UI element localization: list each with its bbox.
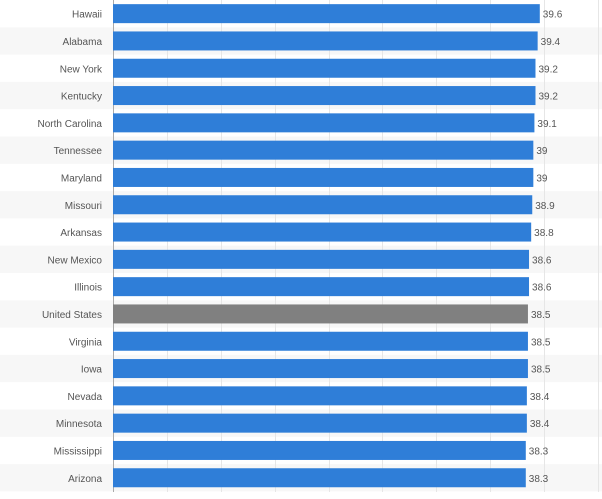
value-label: 38.3 — [529, 474, 549, 485]
value-label: 38.5 — [531, 365, 551, 376]
category-label: Hawaii — [72, 10, 102, 21]
category-label: Illinois — [74, 283, 102, 294]
value-label: 38.6 — [532, 283, 552, 294]
category-label: Virginia — [69, 337, 103, 348]
bar-minnesota — [113, 413, 527, 433]
value-label: 39.2 — [538, 92, 558, 103]
bar-arkansas — [113, 222, 532, 242]
value-label: 38.5 — [531, 310, 551, 321]
category-label: United States — [42, 310, 102, 321]
bar-united-states — [113, 304, 528, 324]
value-label: 38.6 — [532, 255, 552, 266]
value-label: 38.4 — [530, 392, 550, 403]
category-label: Missouri — [65, 201, 102, 212]
value-label: 39.6 — [543, 10, 563, 21]
category-label: Minnesota — [56, 419, 103, 430]
value-label: 39 — [536, 173, 548, 184]
bar-virginia — [113, 331, 528, 351]
value-label: 39.1 — [537, 119, 557, 130]
bar-tennessee — [113, 140, 534, 160]
category-label: Arkansas — [60, 228, 102, 239]
category-label: Maryland — [61, 173, 102, 184]
bar-alabama — [113, 31, 538, 51]
bar-kentucky — [113, 86, 536, 106]
bar-illinois — [113, 277, 530, 297]
category-label: Iowa — [81, 365, 103, 376]
bar-arizona — [113, 468, 526, 488]
category-label: Alabama — [63, 37, 103, 48]
bar-maryland — [113, 167, 534, 187]
category-label: New York — [60, 64, 103, 75]
bar-mississippi — [113, 440, 526, 460]
value-label: 39.4 — [541, 37, 561, 48]
bar-nevada — [113, 386, 527, 406]
category-label: Mississippi — [54, 446, 102, 457]
category-label: North Carolina — [38, 119, 103, 130]
category-label: Arizona — [68, 474, 102, 485]
bar-north-carolina — [113, 113, 535, 133]
value-label: 39 — [536, 146, 548, 157]
category-label: Kentucky — [61, 92, 102, 103]
value-label: 38.9 — [535, 201, 555, 212]
bar-hawaii — [113, 4, 540, 24]
bar-new-york — [113, 58, 536, 78]
value-label: 39.2 — [538, 64, 558, 75]
value-label: 38.5 — [531, 337, 551, 348]
value-label: 38.3 — [529, 446, 549, 457]
category-label: Nevada — [68, 392, 103, 403]
category-label: New Mexico — [48, 255, 103, 266]
bar-iowa — [113, 359, 528, 379]
value-label: 38.8 — [534, 228, 554, 239]
value-label: 38.4 — [530, 419, 550, 430]
bar-missouri — [113, 195, 533, 215]
bar-new-mexico — [113, 249, 530, 269]
category-label: Tennessee — [54, 146, 103, 157]
